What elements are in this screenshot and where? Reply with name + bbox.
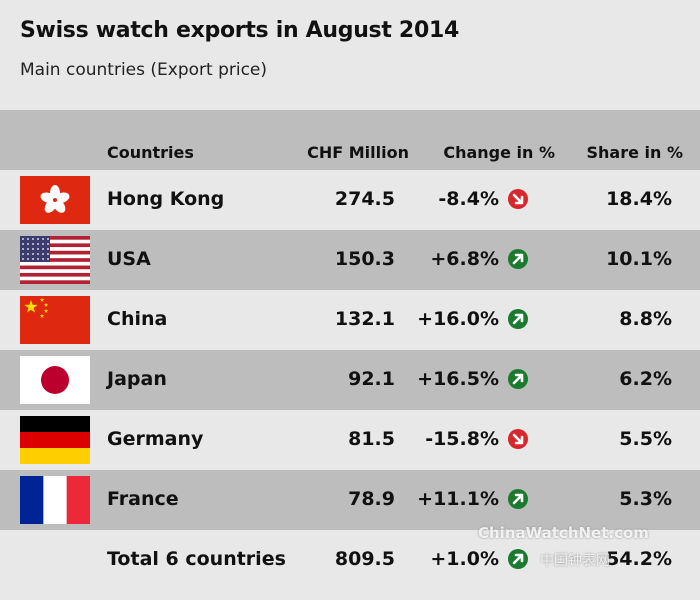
change-value: +16.0% — [417, 308, 528, 330]
share-value: 18.4% — [606, 188, 672, 210]
germany-flag-icon — [20, 416, 90, 464]
change-value: +1.0% — [430, 548, 528, 570]
change-value: -15.8% — [425, 428, 528, 450]
watermark-text: ChinaWatchNet.com — [478, 524, 649, 542]
country-name: China — [107, 308, 167, 330]
japan-flag-icon — [20, 356, 90, 404]
table-row: Japan 92.1 +16.5% 6.2% — [0, 350, 700, 410]
chf-value-text: 274.5 — [334, 188, 395, 210]
chart-title: Swiss watch exports in August 2014 — [20, 18, 459, 43]
chf-value-text: 78.9 — [348, 488, 395, 510]
arrow-up-icon — [508, 489, 528, 509]
arrow-up-icon — [508, 309, 528, 329]
chf-value: 92.1 — [348, 368, 395, 390]
column-header-change: Change in % — [443, 143, 555, 162]
chf-value: 132.1 — [335, 308, 395, 330]
share-value: 10.1% — [606, 248, 672, 270]
share-value: 8.8% — [619, 308, 672, 330]
watermark-text-cn: 中国钟表网 — [540, 553, 610, 569]
country-name-text: Germany — [107, 428, 204, 450]
change-value-text: +1.0% — [430, 548, 499, 570]
share-value: 6.2% — [619, 368, 672, 390]
change-value: +6.8% — [430, 248, 528, 270]
country-name: France — [107, 488, 179, 510]
country-name: Total 6 countries — [107, 548, 286, 570]
change-value-text: +11.1% — [417, 488, 499, 510]
table-row: USA 150.3 +6.8% 10.1% — [0, 230, 700, 290]
arrow-down-icon — [508, 189, 528, 209]
chf-value-text: 150.3 — [334, 248, 395, 270]
share-value-text: 10.1% — [606, 248, 672, 270]
france-flag-icon — [20, 476, 90, 524]
chf-value-text: 81.5 — [348, 428, 395, 450]
hong-kong-flag-icon — [20, 176, 90, 224]
share-value: 54.2% — [606, 548, 672, 570]
chf-value: 274.5 — [335, 188, 395, 210]
table-total-row: Total 6 countries 809.5 +1.0% 54.2% — [0, 530, 700, 590]
chf-value: 809.5 — [335, 548, 395, 570]
share-value-text: 18.4% — [606, 188, 672, 210]
country-name: Japan — [107, 368, 167, 390]
arrow-up-icon — [508, 249, 528, 269]
arrow-down-icon — [508, 429, 528, 449]
country-name-text: Japan — [107, 368, 167, 390]
column-header-countries: Countries — [107, 143, 194, 162]
share-value: 5.5% — [619, 428, 672, 450]
change-value: +11.1% — [417, 488, 528, 510]
chart-subtitle: Main countries (Export price) — [20, 60, 268, 80]
change-value: -8.4% — [438, 188, 528, 210]
chf-value-text: 92.1 — [348, 368, 395, 390]
country-name-text: Total 6 countries — [107, 548, 286, 570]
exports-table: Countries CHF Million Change in % Share … — [0, 110, 700, 590]
usa-flag-icon — [20, 236, 90, 284]
country-name: Hong Kong — [107, 188, 224, 210]
chf-value: 78.9 — [348, 488, 395, 510]
table-row: China 132.1 +16.0% 8.8% — [0, 290, 700, 350]
change-value-text: -8.4% — [438, 188, 499, 210]
change-value: +16.5% — [417, 368, 528, 390]
share-value-text: 54.2% — [606, 548, 672, 570]
chf-value: 150.3 — [335, 248, 395, 270]
arrow-up-icon — [508, 549, 528, 569]
change-value-text: +6.8% — [430, 248, 499, 270]
change-value-text: -15.8% — [425, 428, 499, 450]
table-header-row: Countries CHF Million Change in % Share … — [0, 110, 700, 170]
table-row: France 78.9 +11.1% 5.3% — [0, 470, 700, 530]
chf-value-text: 132.1 — [334, 308, 395, 330]
country-name-text: USA — [107, 248, 151, 270]
country-name: Germany — [107, 428, 203, 450]
share-value-text: 5.3% — [619, 488, 672, 510]
chf-value-text: 809.5 — [334, 548, 395, 570]
country-name-text: France — [107, 488, 179, 510]
country-name: USA — [107, 248, 151, 270]
column-header-share: Share in % — [586, 143, 684, 162]
arrow-up-icon — [508, 369, 528, 389]
share-value-text: 8.8% — [619, 308, 672, 330]
table-row: Germany 81.5 -15.8% 5.5% — [0, 410, 700, 470]
change-value-text: +16.0% — [417, 308, 499, 330]
table-row: Hong Kong 274.5 -8.4% 18.4% — [0, 170, 700, 230]
china-flag-icon — [20, 296, 90, 344]
share-value-text: 6.2% — [619, 368, 672, 390]
country-name-text: Hong Kong — [107, 188, 225, 210]
share-value-text: 5.5% — [619, 428, 672, 450]
share-value: 5.3% — [619, 488, 672, 510]
column-header-chf-million: CHF Million — [307, 143, 409, 162]
change-value-text: +16.5% — [417, 368, 499, 390]
chf-value: 81.5 — [348, 428, 395, 450]
country-name-text: China — [107, 308, 168, 330]
